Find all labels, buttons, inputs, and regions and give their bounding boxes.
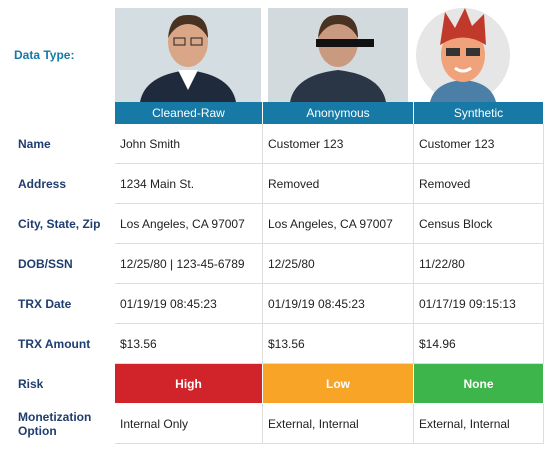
cell: External, Internal bbox=[263, 404, 414, 444]
cell: 01/19/19 08:45:23 bbox=[263, 284, 414, 324]
cell: Census Block bbox=[414, 204, 544, 244]
risk-cell: High bbox=[115, 364, 263, 404]
cell: 12/25/80 | 123-45-6789 bbox=[115, 244, 263, 284]
cell: 12/25/80 bbox=[263, 244, 414, 284]
risk-cell: Low bbox=[263, 364, 414, 404]
row-label: TRX Amount bbox=[18, 337, 91, 351]
row-label: TRX Date bbox=[18, 297, 72, 311]
cell: 1234 Main St. bbox=[115, 164, 263, 204]
header-images bbox=[115, 8, 510, 102]
cell: Los Angeles, CA 97007 bbox=[115, 204, 263, 244]
cell: Internal Only bbox=[115, 404, 263, 444]
column-header: Cleaned-Raw bbox=[115, 102, 263, 124]
row-label: City, State, Zip bbox=[18, 217, 101, 231]
row-label: Name bbox=[18, 137, 51, 151]
cell: 01/19/19 08:45:23 bbox=[115, 284, 263, 324]
cell: John Smith bbox=[115, 124, 263, 164]
cell: Removed bbox=[414, 164, 544, 204]
row-label: Monetization Option bbox=[18, 410, 92, 438]
cell: Customer 123 bbox=[414, 124, 544, 164]
cell: $14.96 bbox=[414, 324, 544, 364]
risk-cell: None bbox=[414, 364, 544, 404]
cell: 11/22/80 bbox=[414, 244, 544, 284]
cell: Customer 123 bbox=[263, 124, 414, 164]
row-label: DOB/SSN bbox=[18, 257, 73, 271]
cell: Los Angeles, CA 97007 bbox=[263, 204, 414, 244]
cell: $13.56 bbox=[115, 324, 263, 364]
cell: 01/17/19 09:15:13 bbox=[414, 284, 544, 324]
row-label: Address bbox=[18, 177, 67, 191]
column-header: Synthetic bbox=[414, 102, 544, 124]
data-type-label: Data Type: bbox=[14, 48, 75, 62]
column-header: Anonymous bbox=[263, 102, 414, 124]
row-label: Risk bbox=[18, 377, 44, 391]
cell: $13.56 bbox=[263, 324, 414, 364]
cell: External, Internal bbox=[414, 404, 544, 444]
cell: Removed bbox=[263, 164, 414, 204]
